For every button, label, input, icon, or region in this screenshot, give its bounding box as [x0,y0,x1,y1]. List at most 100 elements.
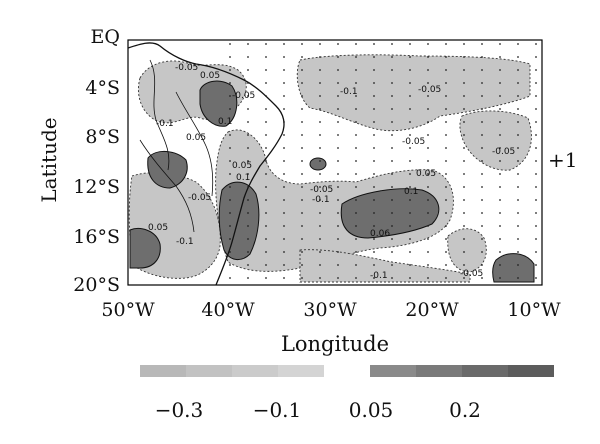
significance-dot [247,147,249,149]
significance-dot [535,134,537,136]
significance-dot [373,212,375,214]
significance-dot [373,173,375,175]
significance-dot [517,173,519,175]
significance-dot [463,212,465,214]
significance-dot [373,108,375,110]
significance-dot [229,199,231,201]
significance-dot [445,212,447,214]
lat-tick-16s: 16°S [73,226,120,248]
significance-dot [247,199,249,201]
significance-dot [283,43,285,45]
significance-dot [445,43,447,45]
negative-region-northeast [296,54,531,132]
significance-dot [463,160,465,162]
significance-dot [427,264,429,266]
river-2 [175,91,214,197]
significance-dots [229,43,537,279]
significance-dot [463,147,465,149]
significance-dot [355,277,357,279]
colorbar-pos-4 [508,365,554,377]
significance-dot [373,277,375,279]
significance-dot [517,225,519,227]
significance-dot [409,225,411,227]
significance-dot [409,121,411,123]
lat-tick-eq: EQ [90,26,120,48]
significance-dot [283,134,285,136]
significance-dot [427,95,429,97]
significance-dot [337,186,339,188]
significance-dot [409,147,411,149]
significance-dot [319,251,321,253]
significance-dot [301,173,303,175]
significance-dot [337,264,339,266]
lon-tick-10w: 10°W [507,299,561,321]
significance-dot [445,82,447,84]
significance-dot [337,238,339,240]
significance-dot [481,225,483,227]
significance-dot [427,108,429,110]
significance-dot [517,56,519,58]
significance-dot [517,264,519,266]
significance-dot [445,238,447,240]
significance-dot [373,225,375,227]
significance-dot [481,69,483,71]
contour-label: 0.05 [148,223,168,233]
significance-dot [301,264,303,266]
significance-dot [337,108,339,110]
colorbar-pos-2 [416,365,462,377]
significance-dot [427,186,429,188]
significance-dot [391,43,393,45]
significance-dot [445,199,447,201]
significance-dot [445,251,447,253]
significance-dot [463,251,465,253]
significance-dot [445,225,447,227]
significance-dot [391,225,393,227]
colorbar-neg-1 [140,365,186,377]
significance-dot [445,56,447,58]
contour-label: 0.1 [218,117,232,127]
significance-dot [373,238,375,240]
significance-dot [445,264,447,266]
significance-dot [301,95,303,97]
negative-region-central [215,129,454,272]
significance-dot [319,82,321,84]
significance-dot [481,238,483,240]
significance-dot [283,108,285,110]
significance-dot [445,121,447,123]
significance-dot [535,173,537,175]
significance-dot [373,69,375,71]
significance-dot [229,95,231,97]
significance-dot [427,251,429,253]
contour-label: 0.05 [416,169,436,179]
positive-region-central-strip [218,181,260,260]
significance-dot [409,134,411,136]
significance-dot [301,147,303,149]
significance-dot [229,212,231,214]
significance-dot [499,173,501,175]
positive-region-north [199,80,238,127]
significance-dot [481,108,483,110]
significance-dot [499,238,501,240]
significance-dot [337,134,339,136]
significance-dot [229,251,231,253]
significance-dot [445,95,447,97]
significance-dot [463,108,465,110]
significance-dot [283,225,285,227]
significance-dot [247,173,249,175]
significance-dot [229,108,231,110]
significance-dot [463,121,465,123]
significance-dot [427,121,429,123]
significance-dot [409,95,411,97]
significance-dot [427,82,429,84]
positive-region-east-ocean [340,188,440,239]
x-axis-label: Longitude [280,332,390,356]
significance-dot [337,251,339,253]
significance-dot [301,134,303,136]
contour-label: 0.06 [370,229,390,239]
significance-dot [463,82,465,84]
significance-dot [391,173,393,175]
colorbar-pos-3 [462,365,508,377]
significance-dot [373,134,375,136]
significance-dot [427,69,429,71]
significance-dot [517,277,519,279]
